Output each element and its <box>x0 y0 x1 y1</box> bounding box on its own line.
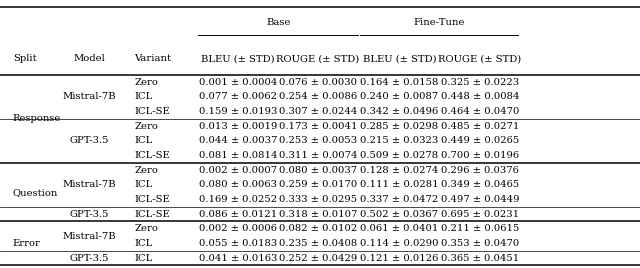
Text: Zero: Zero <box>134 224 158 233</box>
Text: 0.254 ± 0.0086: 0.254 ± 0.0086 <box>279 92 357 102</box>
Text: GPT-3.5: GPT-3.5 <box>70 254 109 262</box>
Text: 0.215 ± 0.0323: 0.215 ± 0.0323 <box>360 136 438 146</box>
Text: GPT-3.5: GPT-3.5 <box>70 136 109 146</box>
Text: 0.259 ± 0.0170: 0.259 ± 0.0170 <box>279 180 357 189</box>
Text: 0.253 ± 0.0053: 0.253 ± 0.0053 <box>279 136 357 146</box>
Text: Split: Split <box>13 54 36 64</box>
Text: 0.285 ± 0.0298: 0.285 ± 0.0298 <box>360 122 438 131</box>
Text: Model: Model <box>74 54 106 64</box>
Text: Mistral-7B: Mistral-7B <box>63 180 116 189</box>
Text: 0.001 ± 0.0004: 0.001 ± 0.0004 <box>199 78 277 87</box>
Text: 0.485 ± 0.0271: 0.485 ± 0.0271 <box>441 122 519 131</box>
Text: 0.173 ± 0.0041: 0.173 ± 0.0041 <box>279 122 357 131</box>
Text: 0.296 ± 0.0376: 0.296 ± 0.0376 <box>441 166 519 175</box>
Text: ICL-SE: ICL-SE <box>134 107 170 116</box>
Text: 0.353 ± 0.0470: 0.353 ± 0.0470 <box>441 239 519 248</box>
Text: 0.164 ± 0.0158: 0.164 ± 0.0158 <box>360 78 438 87</box>
Text: 0.080 ± 0.0063: 0.080 ± 0.0063 <box>199 180 277 189</box>
Text: ROUGE (± STD): ROUGE (± STD) <box>438 54 522 64</box>
Text: Zero: Zero <box>134 166 158 175</box>
Text: 0.086 ± 0.0121: 0.086 ± 0.0121 <box>199 210 277 219</box>
Text: 0.080 ± 0.0037: 0.080 ± 0.0037 <box>279 166 357 175</box>
Text: Base: Base <box>266 18 291 27</box>
Text: ICL-SE: ICL-SE <box>134 210 170 219</box>
Text: ICL: ICL <box>134 239 153 248</box>
Text: Error: Error <box>13 239 41 248</box>
Text: Question: Question <box>13 188 58 197</box>
Text: 0.114 ± 0.0290: 0.114 ± 0.0290 <box>360 239 438 248</box>
Text: 0.318 ± 0.0107: 0.318 ± 0.0107 <box>279 210 357 219</box>
Text: 0.349 ± 0.0465: 0.349 ± 0.0465 <box>441 180 519 189</box>
Text: 0.695 ± 0.0231: 0.695 ± 0.0231 <box>441 210 519 219</box>
Text: 0.509 ± 0.0278: 0.509 ± 0.0278 <box>360 151 438 160</box>
Text: Mistral-7B: Mistral-7B <box>63 232 116 241</box>
Text: Zero: Zero <box>134 78 158 87</box>
Text: 0.448 ± 0.0084: 0.448 ± 0.0084 <box>441 92 519 102</box>
Text: BLEU (± STD): BLEU (± STD) <box>201 54 275 64</box>
Text: 0.002 ± 0.0006: 0.002 ± 0.0006 <box>199 224 277 233</box>
Text: 0.342 ± 0.0496: 0.342 ± 0.0496 <box>360 107 438 116</box>
Text: Response: Response <box>13 114 61 124</box>
Text: 0.449 ± 0.0265: 0.449 ± 0.0265 <box>441 136 519 146</box>
Text: GPT-3.5: GPT-3.5 <box>70 210 109 219</box>
Text: Mistral-7B: Mistral-7B <box>63 92 116 102</box>
Text: 0.044 ± 0.0037: 0.044 ± 0.0037 <box>199 136 277 146</box>
Text: Variant: Variant <box>134 54 172 64</box>
Text: BLEU (± STD): BLEU (± STD) <box>362 54 436 64</box>
Text: 0.169 ± 0.0252: 0.169 ± 0.0252 <box>199 195 277 204</box>
Text: 0.002 ± 0.0007: 0.002 ± 0.0007 <box>199 166 277 175</box>
Text: 0.041 ± 0.0163: 0.041 ± 0.0163 <box>199 254 277 262</box>
Text: ICL: ICL <box>134 254 153 262</box>
Text: 0.111 ± 0.0281: 0.111 ± 0.0281 <box>360 180 438 189</box>
Text: 0.337 ± 0.0472: 0.337 ± 0.0472 <box>360 195 438 204</box>
Text: Fine-Tune: Fine-Tune <box>413 18 465 27</box>
Text: ICL: ICL <box>134 180 153 189</box>
Text: 0.061 ± 0.0401: 0.061 ± 0.0401 <box>360 224 438 233</box>
Text: 0.333 ± 0.0295: 0.333 ± 0.0295 <box>279 195 357 204</box>
Text: 0.700 ± 0.0196: 0.700 ± 0.0196 <box>441 151 519 160</box>
Text: 0.055 ± 0.0183: 0.055 ± 0.0183 <box>199 239 277 248</box>
Text: 0.240 ± 0.0087: 0.240 ± 0.0087 <box>360 92 438 102</box>
Text: 0.121 ± 0.0126: 0.121 ± 0.0126 <box>360 254 438 262</box>
Text: 0.307 ± 0.0244: 0.307 ± 0.0244 <box>279 107 357 116</box>
Text: 0.077 ± 0.0062: 0.077 ± 0.0062 <box>199 92 277 102</box>
Text: 0.325 ± 0.0223: 0.325 ± 0.0223 <box>441 78 519 87</box>
Text: Zero: Zero <box>134 122 158 131</box>
Text: 0.159 ± 0.0193: 0.159 ± 0.0193 <box>199 107 277 116</box>
Text: ROUGE (± STD): ROUGE (± STD) <box>276 54 360 64</box>
Text: 0.365 ± 0.0451: 0.365 ± 0.0451 <box>441 254 519 262</box>
Text: 0.013 ± 0.0019: 0.013 ± 0.0019 <box>199 122 277 131</box>
Text: ICL: ICL <box>134 136 153 146</box>
Text: ICL-SE: ICL-SE <box>134 195 170 204</box>
Text: 0.081 ± 0.0814: 0.081 ± 0.0814 <box>199 151 277 160</box>
Text: 0.235 ± 0.0408: 0.235 ± 0.0408 <box>279 239 357 248</box>
Text: 0.311 ± 0.0074: 0.311 ± 0.0074 <box>279 151 357 160</box>
Text: 0.128 ± 0.0274: 0.128 ± 0.0274 <box>360 166 438 175</box>
Text: 0.211 ± 0.0615: 0.211 ± 0.0615 <box>441 224 519 233</box>
Text: 0.464 ± 0.0470: 0.464 ± 0.0470 <box>441 107 519 116</box>
Text: ICL: ICL <box>134 92 153 102</box>
Text: 0.076 ± 0.0030: 0.076 ± 0.0030 <box>279 78 357 87</box>
Text: 0.082 ± 0.0102: 0.082 ± 0.0102 <box>279 224 357 233</box>
Text: 0.502 ± 0.0367: 0.502 ± 0.0367 <box>360 210 438 219</box>
Text: 0.497 ± 0.0449: 0.497 ± 0.0449 <box>441 195 519 204</box>
Text: ICL-SE: ICL-SE <box>134 151 170 160</box>
Text: 0.252 ± 0.0429: 0.252 ± 0.0429 <box>279 254 357 262</box>
